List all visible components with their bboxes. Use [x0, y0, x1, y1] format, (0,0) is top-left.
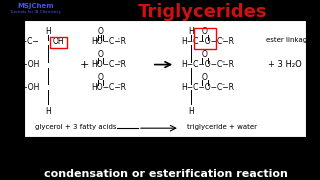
- Text: glycerol + 3 fatty acids: glycerol + 3 fatty acids: [35, 124, 116, 130]
- Text: Triglycerides: Triglycerides: [138, 3, 268, 21]
- Text: ': ': [117, 37, 119, 42]
- Text: HO−C−R: HO−C−R: [91, 37, 126, 46]
- Text: O: O: [98, 50, 104, 59]
- Text: H: H: [45, 107, 51, 116]
- Bar: [50, 37, 67, 48]
- Text: H: H: [188, 27, 194, 36]
- Text: H−C−: H−C−: [15, 37, 39, 46]
- Text: H−C−OH: H−C−OH: [4, 60, 39, 69]
- Text: H−C−O−C−R: H−C−O−C−R: [182, 60, 235, 69]
- Text: ‴: ‴: [222, 83, 225, 88]
- Text: HO−C−R: HO−C−R: [91, 83, 126, 92]
- Text: triglyceride + water: triglyceride + water: [187, 124, 257, 130]
- Text: Tutorials for IB Chemistry: Tutorials for IB Chemistry: [9, 10, 61, 14]
- Text: MSJChem: MSJChem: [17, 3, 54, 9]
- Text: O: O: [202, 50, 208, 59]
- Text: condensation or esterification reaction: condensation or esterification reaction: [44, 169, 288, 179]
- Text: H: H: [45, 27, 51, 36]
- Text: O: O: [202, 27, 208, 36]
- Text: +: +: [80, 60, 90, 70]
- Text: H−C−O−C−R: H−C−O−C−R: [182, 83, 235, 92]
- Text: ester linkage: ester linkage: [267, 37, 312, 43]
- Text: ": ": [117, 60, 120, 65]
- Text: + 3 H₂O: + 3 H₂O: [268, 60, 302, 69]
- Text: H−C−O−C−R: H−C−O−C−R: [182, 37, 235, 46]
- Text: OH: OH: [53, 37, 65, 46]
- Text: O: O: [98, 73, 104, 82]
- Bar: [24, 20, 306, 137]
- Text: ‴: ‴: [117, 83, 120, 88]
- Text: O: O: [202, 73, 208, 82]
- Text: ": ": [222, 60, 225, 65]
- Text: HO−C−R: HO−C−R: [91, 60, 126, 69]
- Text: O: O: [98, 27, 104, 36]
- Text: H−C−OH: H−C−OH: [4, 83, 39, 92]
- Bar: [194, 28, 216, 49]
- Text: H: H: [188, 107, 194, 116]
- Text: ': ': [222, 37, 224, 42]
